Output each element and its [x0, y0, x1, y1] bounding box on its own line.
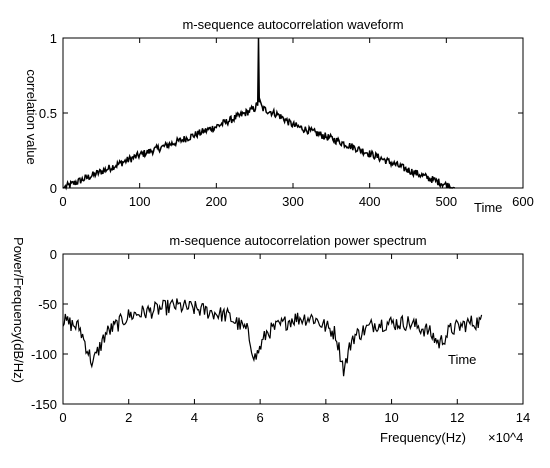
- x-tick-label: 14: [516, 410, 530, 425]
- tick-group: 0 2 4 6 8 10 12 14 0 -50 -100 -150: [31, 247, 530, 425]
- x-tick-label: 500: [435, 194, 457, 209]
- y-tick-label: 0: [50, 247, 57, 262]
- plot-frame: [62, 253, 524, 405]
- x-tick-label: 8: [322, 410, 329, 425]
- x-tick-label: 600: [512, 194, 534, 209]
- x-multiplier: ×10^4: [488, 430, 523, 445]
- x-tick-label: 2: [125, 410, 132, 425]
- x-tick-label: 10: [384, 410, 398, 425]
- x-axis-label: Frequency(Hz): [380, 430, 466, 445]
- tick-group: 0 100 200 300 400 500 600 0 0.5 1: [39, 31, 534, 209]
- x-tick-label: 400: [359, 194, 381, 209]
- y-tick-label: 0: [50, 181, 57, 196]
- chart-title: m-sequence autocorrelation power spectru…: [169, 233, 426, 248]
- chart-title: m-sequence autocorrelation waveform: [182, 17, 403, 32]
- y-axis-label: correlation value: [24, 69, 39, 164]
- x-tick-label: 0: [59, 410, 66, 425]
- x-tick-label: 0: [59, 194, 66, 209]
- y-tick-label: 0.5: [39, 106, 57, 121]
- x-tick-label: 4: [191, 410, 198, 425]
- x-tick-label: 6: [257, 410, 264, 425]
- series-line: [62, 37, 456, 191]
- autocorrelation-chart: m-sequence autocorrelation waveform corr…: [24, 17, 534, 215]
- x-tick-label: 300: [282, 194, 304, 209]
- y-tick-label: 1: [50, 31, 57, 46]
- power-spectrum-chart: m-sequence autocorrelation power spectru…: [11, 233, 530, 445]
- x-tick-label: 100: [129, 194, 151, 209]
- y-tick-label: -100: [31, 347, 57, 362]
- plot-frame: [62, 37, 524, 189]
- y-tick-label: -150: [31, 397, 57, 412]
- x-axis-label: Time: [474, 200, 502, 215]
- annotation-label: Time: [448, 352, 476, 367]
- y-axis-label: Power/Frequency(dB/Hz): [11, 237, 26, 383]
- y-tick-label: -50: [38, 297, 57, 312]
- x-tick-label: 12: [450, 410, 464, 425]
- series-line: [62, 298, 483, 377]
- x-tick-label: 200: [205, 194, 227, 209]
